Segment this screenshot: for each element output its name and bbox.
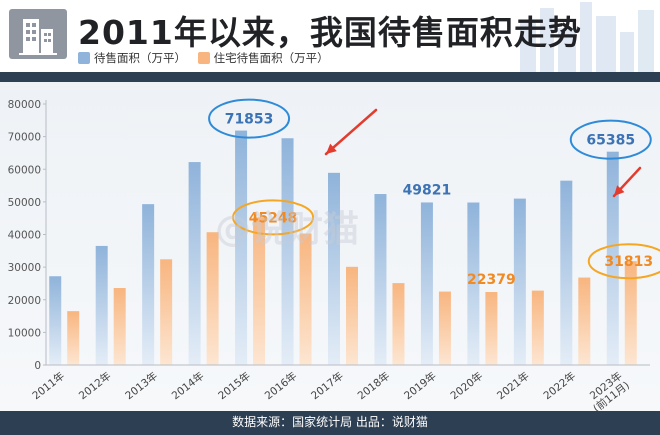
annotations: 71853 45248 49821 22379 65385 31813 bbox=[208, 98, 660, 288]
bar-available-area bbox=[188, 162, 201, 365]
plot-area: 0 10000 20000 30000 40000 50000 60000 70000 8000… bbox=[0, 82, 660, 411]
watermark: @说财猫 bbox=[215, 209, 360, 250]
red-arrow-head-icon bbox=[326, 143, 337, 154]
x-tick-label: 2015年 bbox=[216, 369, 253, 402]
bar-available-area bbox=[142, 204, 155, 365]
bar-available-area bbox=[328, 172, 340, 365]
x-axis: 2011年 2012年 2013年 2014年 2015年 2016年 2017年 2018年… bbox=[30, 364, 650, 411]
highlight-ellipse-orange bbox=[232, 199, 315, 236]
bar-available-area bbox=[374, 194, 387, 365]
y-tick-label: 50000 bbox=[8, 197, 41, 209]
bar-chart: 0 10000 20000 30000 40000 50000 60000 70000 8000… bbox=[8, 98, 660, 411]
y-tick-label: 0 bbox=[34, 360, 41, 372]
data-label: 49821 bbox=[403, 182, 452, 198]
bar-available-area bbox=[606, 151, 619, 365]
bar-available-area bbox=[281, 138, 294, 365]
data-label: 65385 bbox=[586, 133, 635, 149]
y-axis: 0 10000 20000 30000 40000 50000 60000 70000 8000… bbox=[8, 99, 47, 372]
red-arrow-icon bbox=[324, 108, 378, 156]
y-tick-label: 80000 bbox=[8, 99, 41, 111]
bar-residential-area bbox=[346, 266, 358, 365]
x-tick-label: 2018年 bbox=[355, 369, 392, 402]
red-arrow-head-icon bbox=[614, 185, 625, 196]
data-label: 45248 bbox=[249, 210, 298, 226]
highlight-ellipse-orange bbox=[587, 243, 660, 280]
header: 2011年以来，我国待售面积走势 待售面积（万平） 住宅待售面积（万平） bbox=[0, 0, 660, 72]
x-tick-label: 2022年 bbox=[541, 369, 578, 402]
x-tick-label: 2012年 bbox=[76, 369, 113, 402]
legend-item-residential-area: 住宅待售面积（万平） bbox=[197, 50, 329, 66]
bar-residential-area bbox=[438, 291, 451, 365]
bar-residential-area bbox=[160, 259, 173, 365]
x-tick-label: 2023年(前11月) bbox=[583, 369, 632, 411]
bar-available-area bbox=[49, 276, 62, 365]
legend-swatch-orange bbox=[197, 52, 210, 64]
footer-source: 数据来源：国家统计局 出品：说财猫 bbox=[0, 411, 660, 435]
chart-legend: 待售面积（万平） 住宅待售面积（万平） bbox=[78, 50, 337, 68]
bar-residential-area bbox=[67, 311, 80, 365]
x-tick-label: 2011年 bbox=[30, 369, 67, 402]
header-skyline-decoration bbox=[520, 2, 654, 72]
highlight-ellipse-blue bbox=[569, 119, 652, 160]
page-title: 2011年以来，我国待售面积走势 bbox=[78, 13, 582, 52]
legend-item-available-area: 待售面积（万平） bbox=[78, 50, 186, 66]
legend-swatch-blue bbox=[78, 52, 90, 64]
bar-available-area bbox=[235, 130, 248, 365]
header-divider-band bbox=[0, 72, 660, 82]
y-tick-label: 30000 bbox=[8, 262, 41, 274]
x-tick-label: 2019年 bbox=[401, 369, 438, 402]
y-tick-label: 70000 bbox=[8, 132, 41, 144]
bar-residential-area bbox=[299, 233, 312, 365]
bar-available-area bbox=[95, 245, 108, 365]
bar-residential-area bbox=[113, 288, 126, 365]
bar-marks bbox=[49, 130, 637, 365]
y-tick-label: 20000 bbox=[8, 295, 41, 307]
data-label: 22379 bbox=[467, 272, 516, 288]
x-tick-label: 2013年 bbox=[123, 369, 160, 402]
bar-available-area bbox=[513, 198, 526, 365]
bar-available-area bbox=[420, 202, 433, 365]
x-tick-label: 2020年 bbox=[448, 369, 485, 402]
bar-residential-area bbox=[206, 232, 219, 365]
data-label: 31813 bbox=[604, 254, 653, 270]
bar-residential-area bbox=[485, 291, 498, 365]
data-label: 71853 bbox=[225, 112, 274, 128]
x-tick-label: 2021年 bbox=[494, 369, 531, 402]
bar-residential-area bbox=[531, 290, 544, 365]
y-tick-label: 40000 bbox=[8, 230, 41, 242]
bar-available-area bbox=[467, 202, 480, 365]
bar-residential-area bbox=[392, 283, 405, 365]
x-tick-label: 2017年 bbox=[309, 369, 346, 402]
highlight-ellipse-blue bbox=[208, 98, 291, 139]
x-tick-label: 2014年 bbox=[169, 369, 206, 402]
x-tick-label: 2016年 bbox=[262, 369, 299, 402]
y-tick-label: 10000 bbox=[8, 327, 41, 339]
bar-residential-area bbox=[624, 261, 637, 365]
bar-available-area bbox=[560, 180, 573, 365]
legend-label-available-area: 待售面积（万平） bbox=[94, 51, 186, 65]
y-tick-label: 60000 bbox=[8, 164, 41, 176]
building-logo-icon bbox=[9, 9, 67, 59]
bar-residential-area bbox=[578, 277, 591, 365]
legend-label-residential-area: 住宅待售面积（万平） bbox=[213, 51, 329, 65]
bar-residential-area bbox=[253, 217, 266, 365]
